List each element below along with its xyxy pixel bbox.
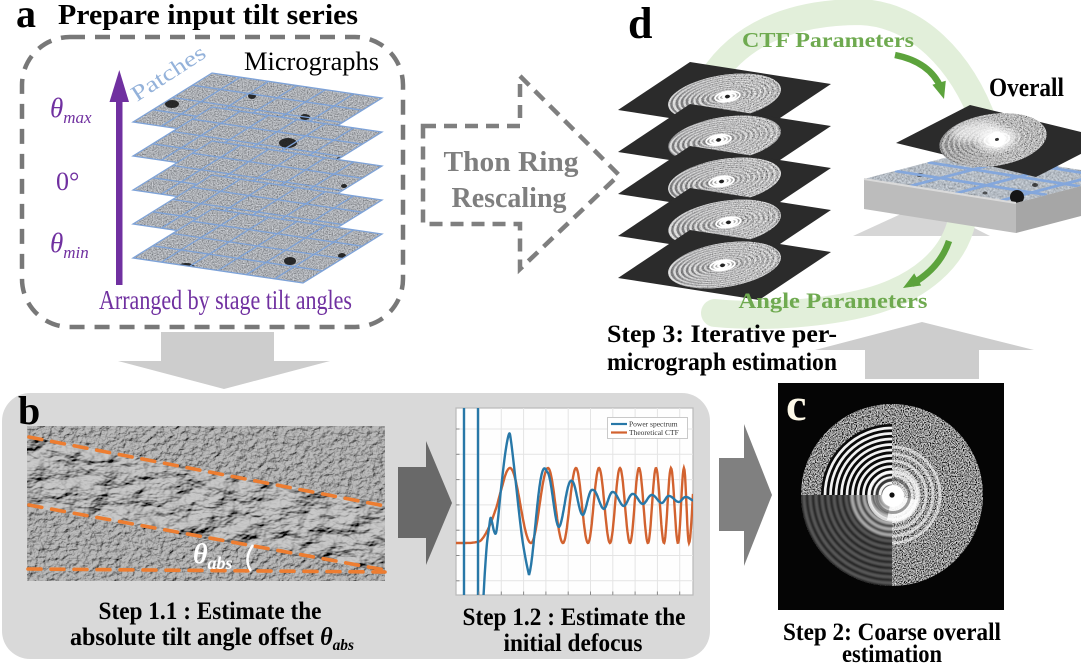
svg-text:estimation: estimation <box>842 641 942 665</box>
svg-text:Step 3: Iterative per-: Step 3: Iterative per- <box>607 321 837 348</box>
svg-text:Arranged by stage tilt angles: Arranged by stage tilt angles <box>99 285 352 315</box>
svg-text:micrograph estimation: micrograph estimation <box>607 349 837 376</box>
svg-text:Rescaling: Rescaling <box>452 182 567 214</box>
svg-text:a: a <box>16 0 36 36</box>
svg-text:0°: 0° <box>56 167 79 196</box>
svg-text:Step 1.1 : Estimate the: Step 1.1 : Estimate the <box>99 598 322 625</box>
svg-text:Overall: Overall <box>989 73 1064 102</box>
svg-text:c: c <box>786 379 806 430</box>
svg-text:initial defocus: initial defocus <box>504 630 643 657</box>
svg-text:absolute tilt angle offset θab: absolute tilt angle offset θabs <box>70 624 354 654</box>
svg-text:CTF Parameters: CTF Parameters <box>742 28 914 52</box>
svg-text:Angle Parameters: Angle Parameters <box>739 288 928 313</box>
svg-text:Power spectrum: Power spectrum <box>629 420 678 429</box>
svg-text:Thon Ring: Thon Ring <box>444 146 580 178</box>
svg-text:Theoretical CTF: Theoretical CTF <box>629 428 679 437</box>
svg-text:Prepare input tilt series: Prepare input tilt series <box>58 0 358 31</box>
svg-text:Micrographs: Micrographs <box>244 47 379 76</box>
svg-text:d: d <box>628 0 652 48</box>
svg-text:b: b <box>18 388 40 433</box>
svg-text:Step 1.2 : Estimate the: Step 1.2 : Estimate the <box>463 604 686 631</box>
svg-text:Step 2: Coarse overall: Step 2: Coarse overall <box>783 619 1001 646</box>
